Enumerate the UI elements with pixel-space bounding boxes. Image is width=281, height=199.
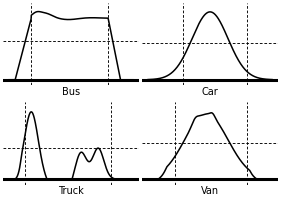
X-axis label: Truck: Truck (58, 186, 84, 196)
X-axis label: Van: Van (201, 186, 219, 196)
X-axis label: Car: Car (202, 87, 218, 97)
X-axis label: Bus: Bus (62, 87, 80, 97)
